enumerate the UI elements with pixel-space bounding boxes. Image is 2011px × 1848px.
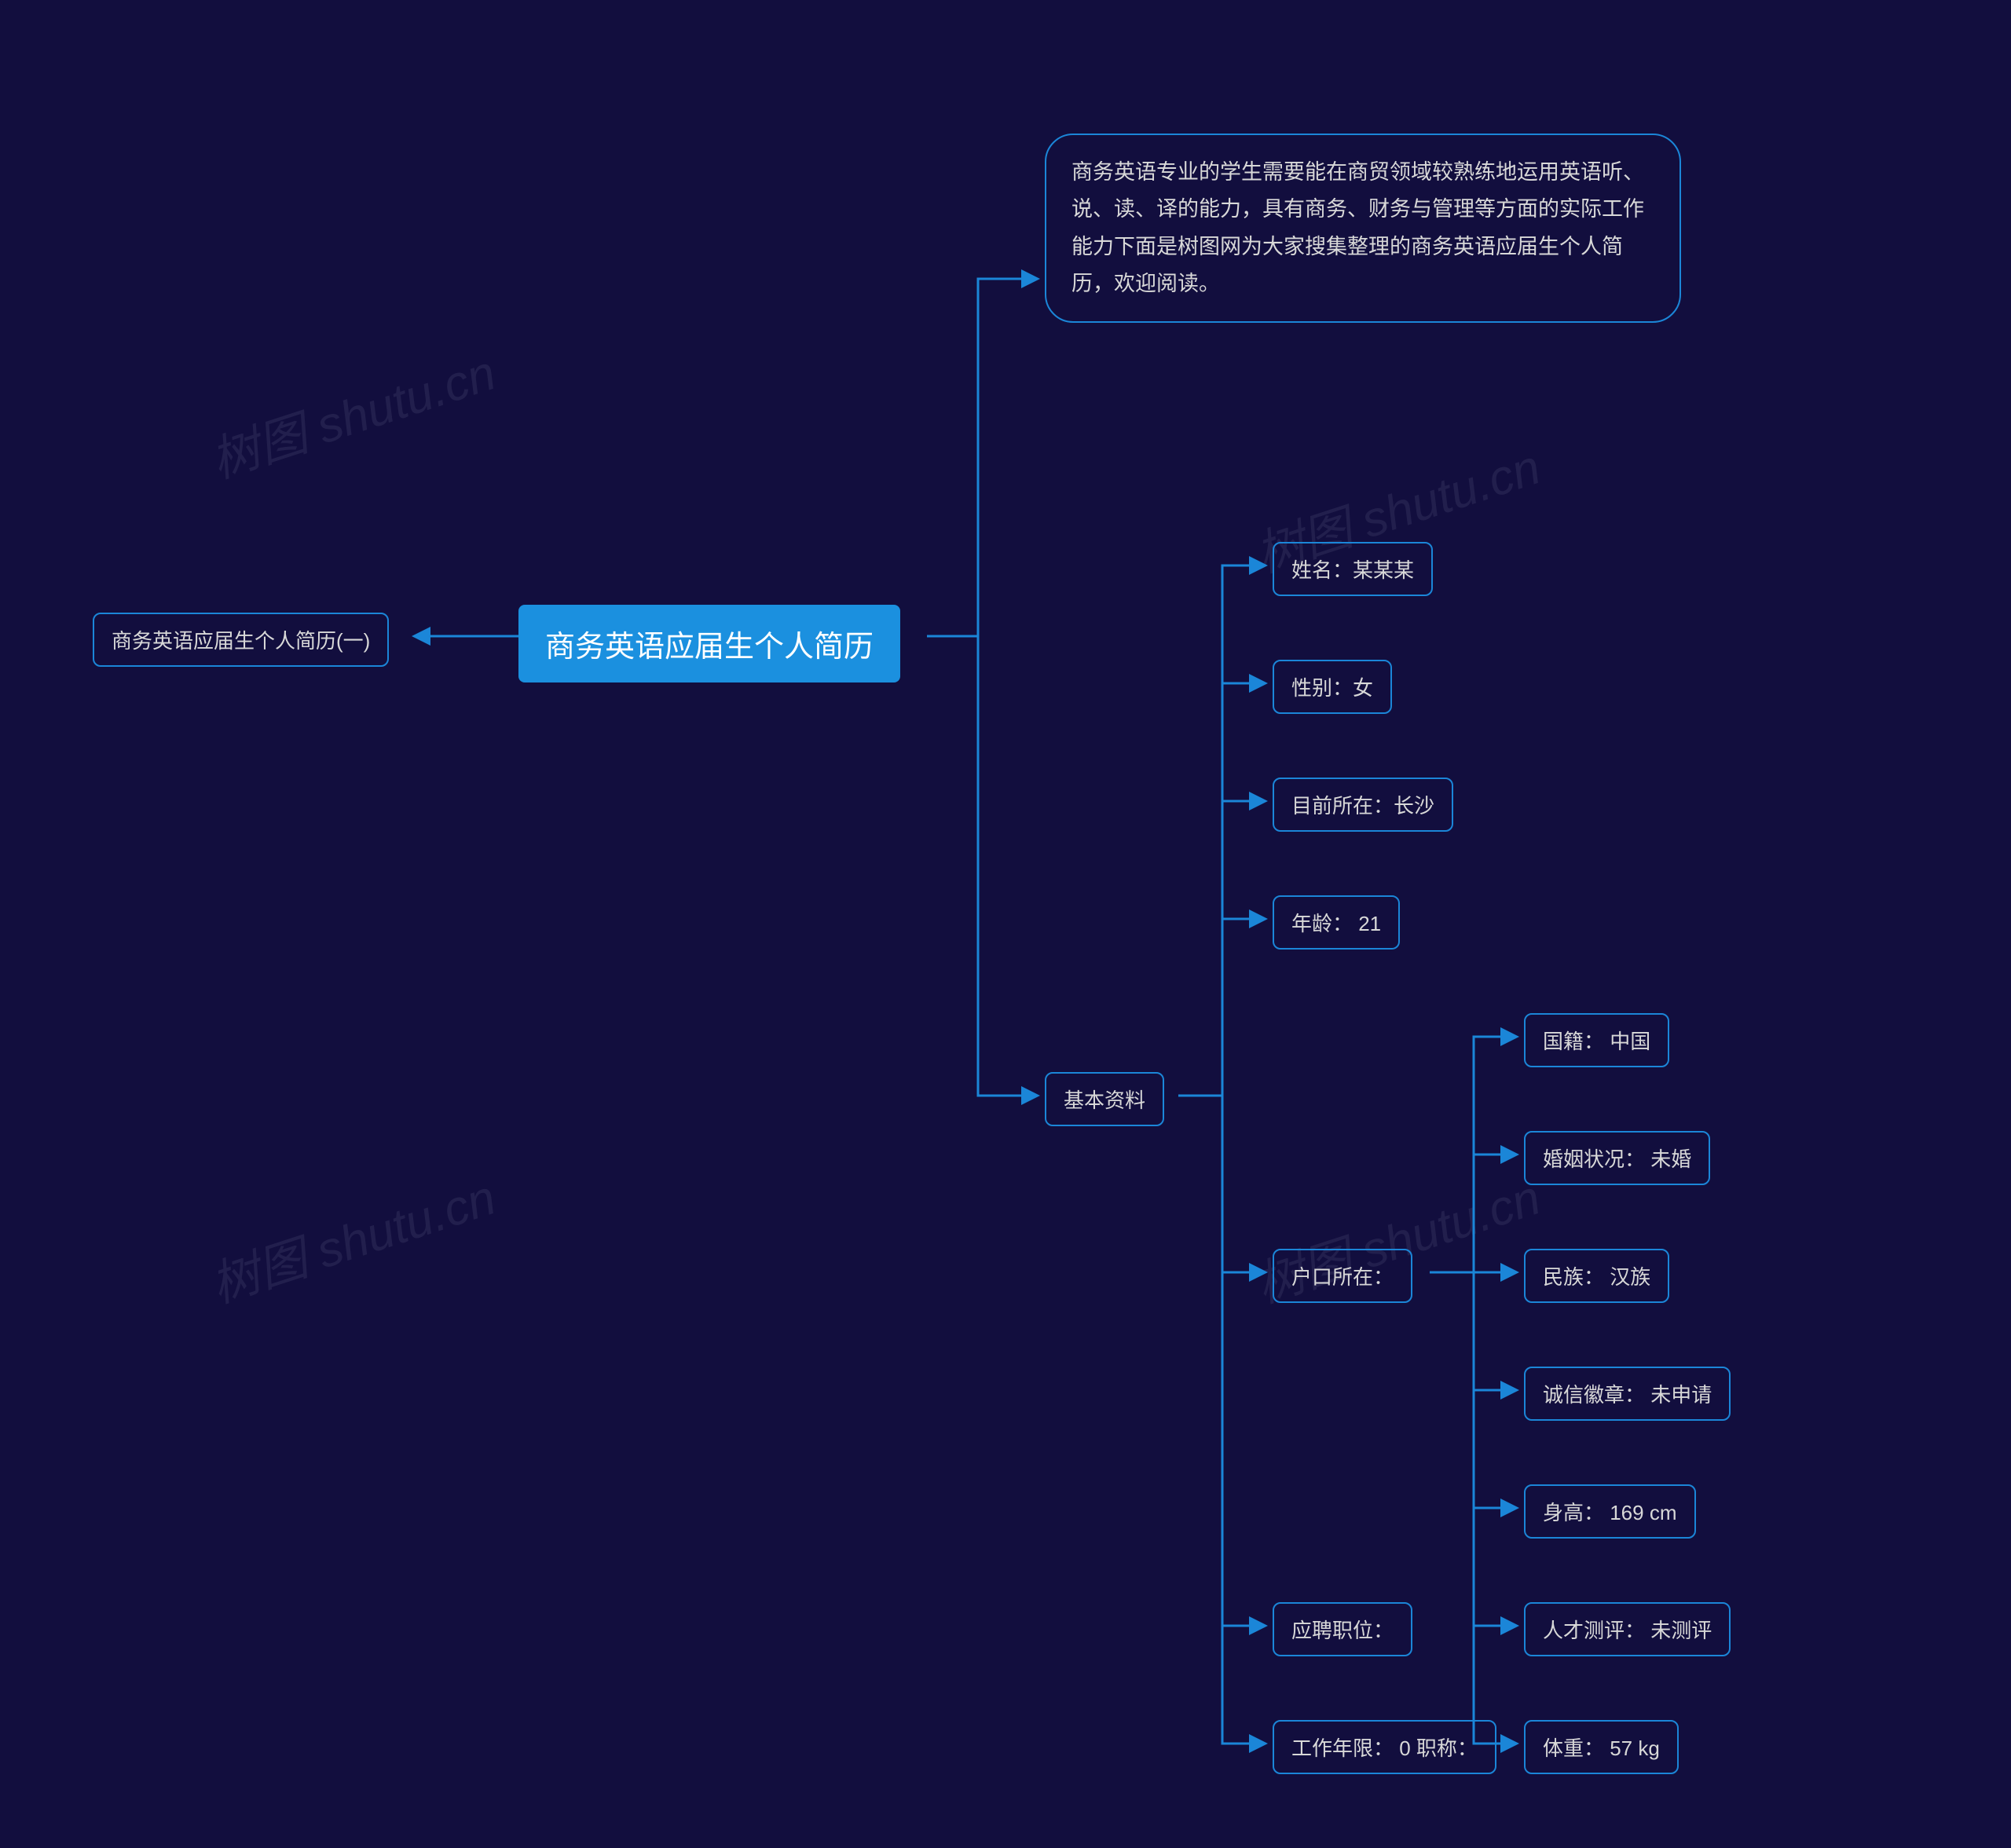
left-child-node[interactable]: 商务英语应届生个人简历(一): [93, 613, 389, 667]
name-node[interactable]: 姓名：某某某: [1273, 542, 1433, 596]
root-node[interactable]: 商务英语应届生个人简历: [518, 605, 900, 682]
integrity-node[interactable]: 诚信徽章： 未申请: [1524, 1367, 1731, 1421]
nationality-node[interactable]: 国籍： 中国: [1524, 1013, 1669, 1067]
years-node[interactable]: 工作年限： 0 职称：: [1273, 1720, 1496, 1774]
height-node[interactable]: 身高： 169 cm: [1524, 1484, 1696, 1539]
intro-node[interactable]: 商务英语专业的学生需要能在商贸领域较熟练地运用英语听、说、读、译的能力，具有商务…: [1045, 134, 1681, 323]
basic-info-node[interactable]: 基本资料: [1045, 1072, 1164, 1126]
watermark: 树图 shutu.cn: [200, 1158, 503, 1316]
watermark: 树图 shutu.cn: [200, 333, 503, 492]
position-node[interactable]: 应聘职位：: [1273, 1602, 1412, 1656]
weight-node[interactable]: 体重： 57 kg: [1524, 1720, 1679, 1774]
connectors-layer: [0, 0, 2011, 1848]
location-node[interactable]: 目前所在：长沙: [1273, 778, 1453, 832]
ethnicity-node[interactable]: 民族： 汉族: [1524, 1249, 1669, 1303]
age-node[interactable]: 年龄： 21: [1273, 895, 1400, 950]
hukou-node[interactable]: 户口所在：: [1273, 1249, 1412, 1303]
gender-node[interactable]: 性别：女: [1273, 660, 1392, 714]
marital-node[interactable]: 婚姻状况： 未婚: [1524, 1131, 1710, 1185]
assessment-node[interactable]: 人才测评： 未测评: [1524, 1602, 1731, 1656]
